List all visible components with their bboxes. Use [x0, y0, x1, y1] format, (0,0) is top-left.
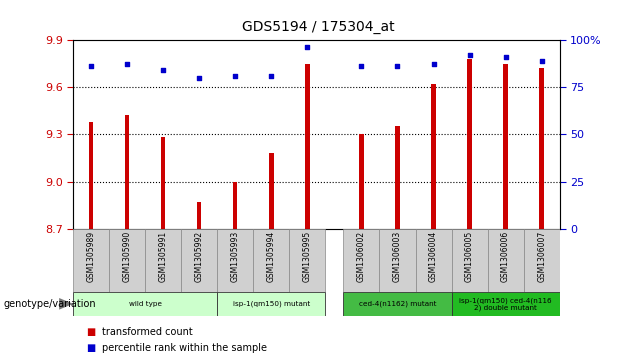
- Text: isp-1(qm150) mutant: isp-1(qm150) mutant: [233, 301, 310, 307]
- Bar: [452, 292, 560, 316]
- Point: [537, 58, 547, 64]
- Bar: [504, 64, 508, 229]
- Bar: [289, 229, 326, 292]
- Bar: [523, 229, 560, 292]
- Point: [501, 54, 511, 60]
- Text: GSM1305989: GSM1305989: [86, 231, 95, 282]
- Bar: [125, 115, 129, 229]
- Bar: [161, 138, 165, 229]
- Text: ■: ■: [86, 343, 95, 353]
- Bar: [343, 229, 380, 292]
- Point: [429, 62, 439, 68]
- Text: GSM1306007: GSM1306007: [537, 231, 546, 282]
- Text: GSM1306002: GSM1306002: [357, 231, 366, 282]
- Point: [392, 64, 403, 69]
- Bar: [218, 292, 326, 316]
- Text: GSM1306006: GSM1306006: [501, 231, 510, 282]
- Text: GSM1306004: GSM1306004: [429, 231, 438, 282]
- Point: [356, 64, 366, 69]
- Bar: [218, 229, 253, 292]
- Text: GSM1306003: GSM1306003: [393, 231, 402, 282]
- Bar: [109, 229, 145, 292]
- Text: GSM1305994: GSM1305994: [267, 231, 276, 282]
- Bar: [415, 229, 452, 292]
- Text: transformed count: transformed count: [102, 327, 193, 337]
- Bar: [269, 153, 273, 229]
- Point: [158, 67, 169, 73]
- Bar: [253, 229, 289, 292]
- Text: ■: ■: [86, 327, 95, 337]
- Point: [194, 75, 204, 81]
- Bar: [305, 64, 310, 229]
- Bar: [343, 292, 452, 316]
- Bar: [431, 84, 436, 229]
- Text: GSM1306005: GSM1306005: [465, 231, 474, 282]
- Text: GSM1305990: GSM1305990: [123, 231, 132, 282]
- Point: [122, 62, 132, 68]
- Bar: [452, 229, 488, 292]
- Text: ced-4(n1162) mutant: ced-4(n1162) mutant: [359, 301, 436, 307]
- Text: isp-1(qm150) ced-4(n116
2) double mutant: isp-1(qm150) ced-4(n116 2) double mutant: [459, 297, 552, 311]
- Bar: [359, 134, 364, 229]
- Point: [464, 52, 474, 58]
- Bar: [73, 229, 109, 292]
- Bar: [467, 59, 472, 229]
- Point: [302, 45, 312, 50]
- Point: [86, 64, 96, 69]
- Bar: [380, 229, 415, 292]
- Bar: [89, 122, 93, 229]
- Text: wild type: wild type: [128, 301, 162, 307]
- Polygon shape: [59, 298, 73, 310]
- Bar: [488, 229, 523, 292]
- Bar: [233, 182, 237, 229]
- Bar: [73, 292, 218, 316]
- Bar: [539, 68, 544, 229]
- Bar: [396, 126, 399, 229]
- Bar: [181, 229, 218, 292]
- Bar: [197, 202, 202, 229]
- Bar: [145, 229, 181, 292]
- Text: GSM1305995: GSM1305995: [303, 231, 312, 282]
- Text: GSM1305993: GSM1305993: [231, 231, 240, 282]
- Text: genotype/variation: genotype/variation: [3, 299, 96, 309]
- Text: percentile rank within the sample: percentile rank within the sample: [102, 343, 266, 353]
- Text: GDS5194 / 175304_at: GDS5194 / 175304_at: [242, 20, 394, 34]
- Text: GSM1305992: GSM1305992: [195, 231, 204, 282]
- Point: [230, 73, 240, 79]
- Text: GSM1305991: GSM1305991: [159, 231, 168, 282]
- Point: [266, 73, 277, 79]
